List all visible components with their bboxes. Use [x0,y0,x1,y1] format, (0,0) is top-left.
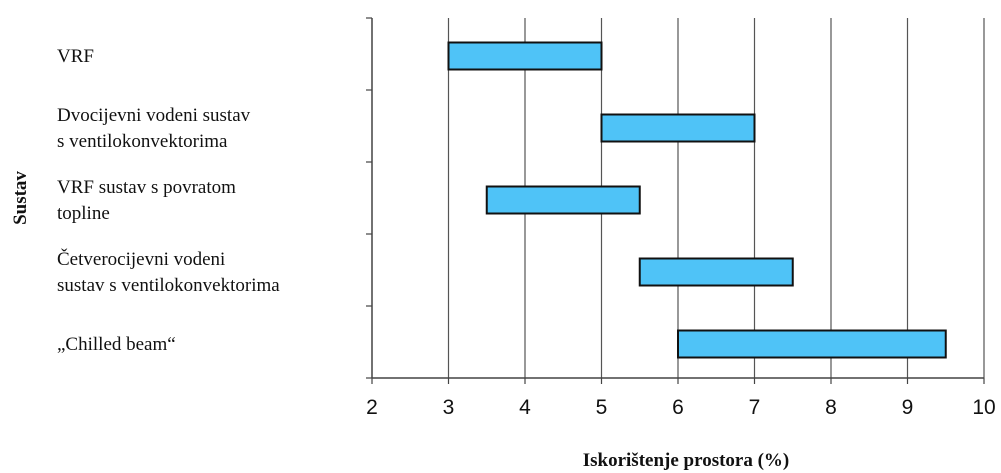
x-tick-label: 10 [972,396,995,419]
category-label: sustav s ventilokonvektorima [57,275,280,296]
x-tick-label: 2 [366,396,378,419]
category-label: Dvocijevni vodeni sustav [57,105,251,126]
x-tick-label: 6 [672,396,684,419]
category-label: topline [57,203,110,224]
category-label: Četverocijevni vodeni [57,248,225,270]
y-axis-title: Sustav [10,171,31,225]
x-tick-label: 4 [519,396,531,419]
range-bar [677,329,947,359]
range-bar [447,41,603,71]
bars [447,41,947,359]
category-label: VRF [57,46,94,67]
range-bar [600,113,756,143]
x-tick-label: 7 [749,396,761,419]
x-axis-ticks: 2 3 4 5 6 7 8 9 10 [366,378,996,419]
category-label: „Chilled beam“ [57,334,176,355]
x-tick-label: 3 [443,396,455,419]
category-label: VRF sustav s povratom [57,177,236,198]
category-labels: VRF Dvocijevni vodeni sustav s ventilokonv… [57,46,280,355]
x-tick-label: 9 [902,396,914,419]
range-bar [485,185,641,215]
x-tick-label: 8 [825,396,837,419]
y-axis-ticks [366,17,372,379]
x-axis-title: Iskorištenje prostora (%) [583,450,790,471]
category-label: s ventilokonvektorima [57,131,228,152]
range-bar [638,257,794,287]
x-tick-label: 5 [596,396,608,419]
